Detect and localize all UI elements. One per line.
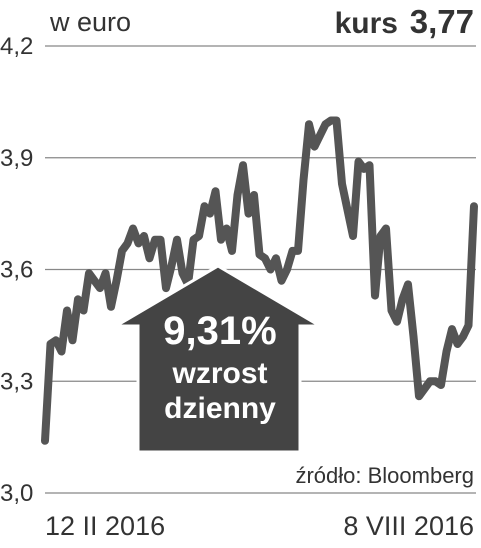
annotation: 9,31% wzrost dzienny [110, 264, 326, 454]
y-tick-label: 4,2 [0, 33, 33, 60]
source: źródło: Bloomberg [295, 463, 474, 488]
chart-title: w euro [49, 7, 131, 37]
current-value: 3,77 [410, 3, 474, 40]
line [41, 116, 478, 445]
grid: 3,0 3,3 3,6 3,9 4,2 12 II 2016 8 VIII 2016 [0, 33, 476, 541]
y-tick-label: 3,9 [0, 145, 33, 172]
plot [41, 116, 478, 445]
current-label: kurs [335, 7, 398, 40]
y-tick-label: 3,6 [0, 257, 33, 284]
y-tick-label: 3,0 [0, 480, 33, 507]
annotation-line: wzrost [171, 357, 267, 390]
x-tick-label: 8 VIII 2016 [343, 511, 474, 541]
arrow [110, 264, 326, 454]
annotation-value: 9,31% [163, 309, 276, 353]
annotation-line: dzienny [164, 392, 276, 425]
y-tick-label: 3,3 [0, 368, 33, 395]
x-tick-label: 12 II 2016 [45, 511, 165, 541]
